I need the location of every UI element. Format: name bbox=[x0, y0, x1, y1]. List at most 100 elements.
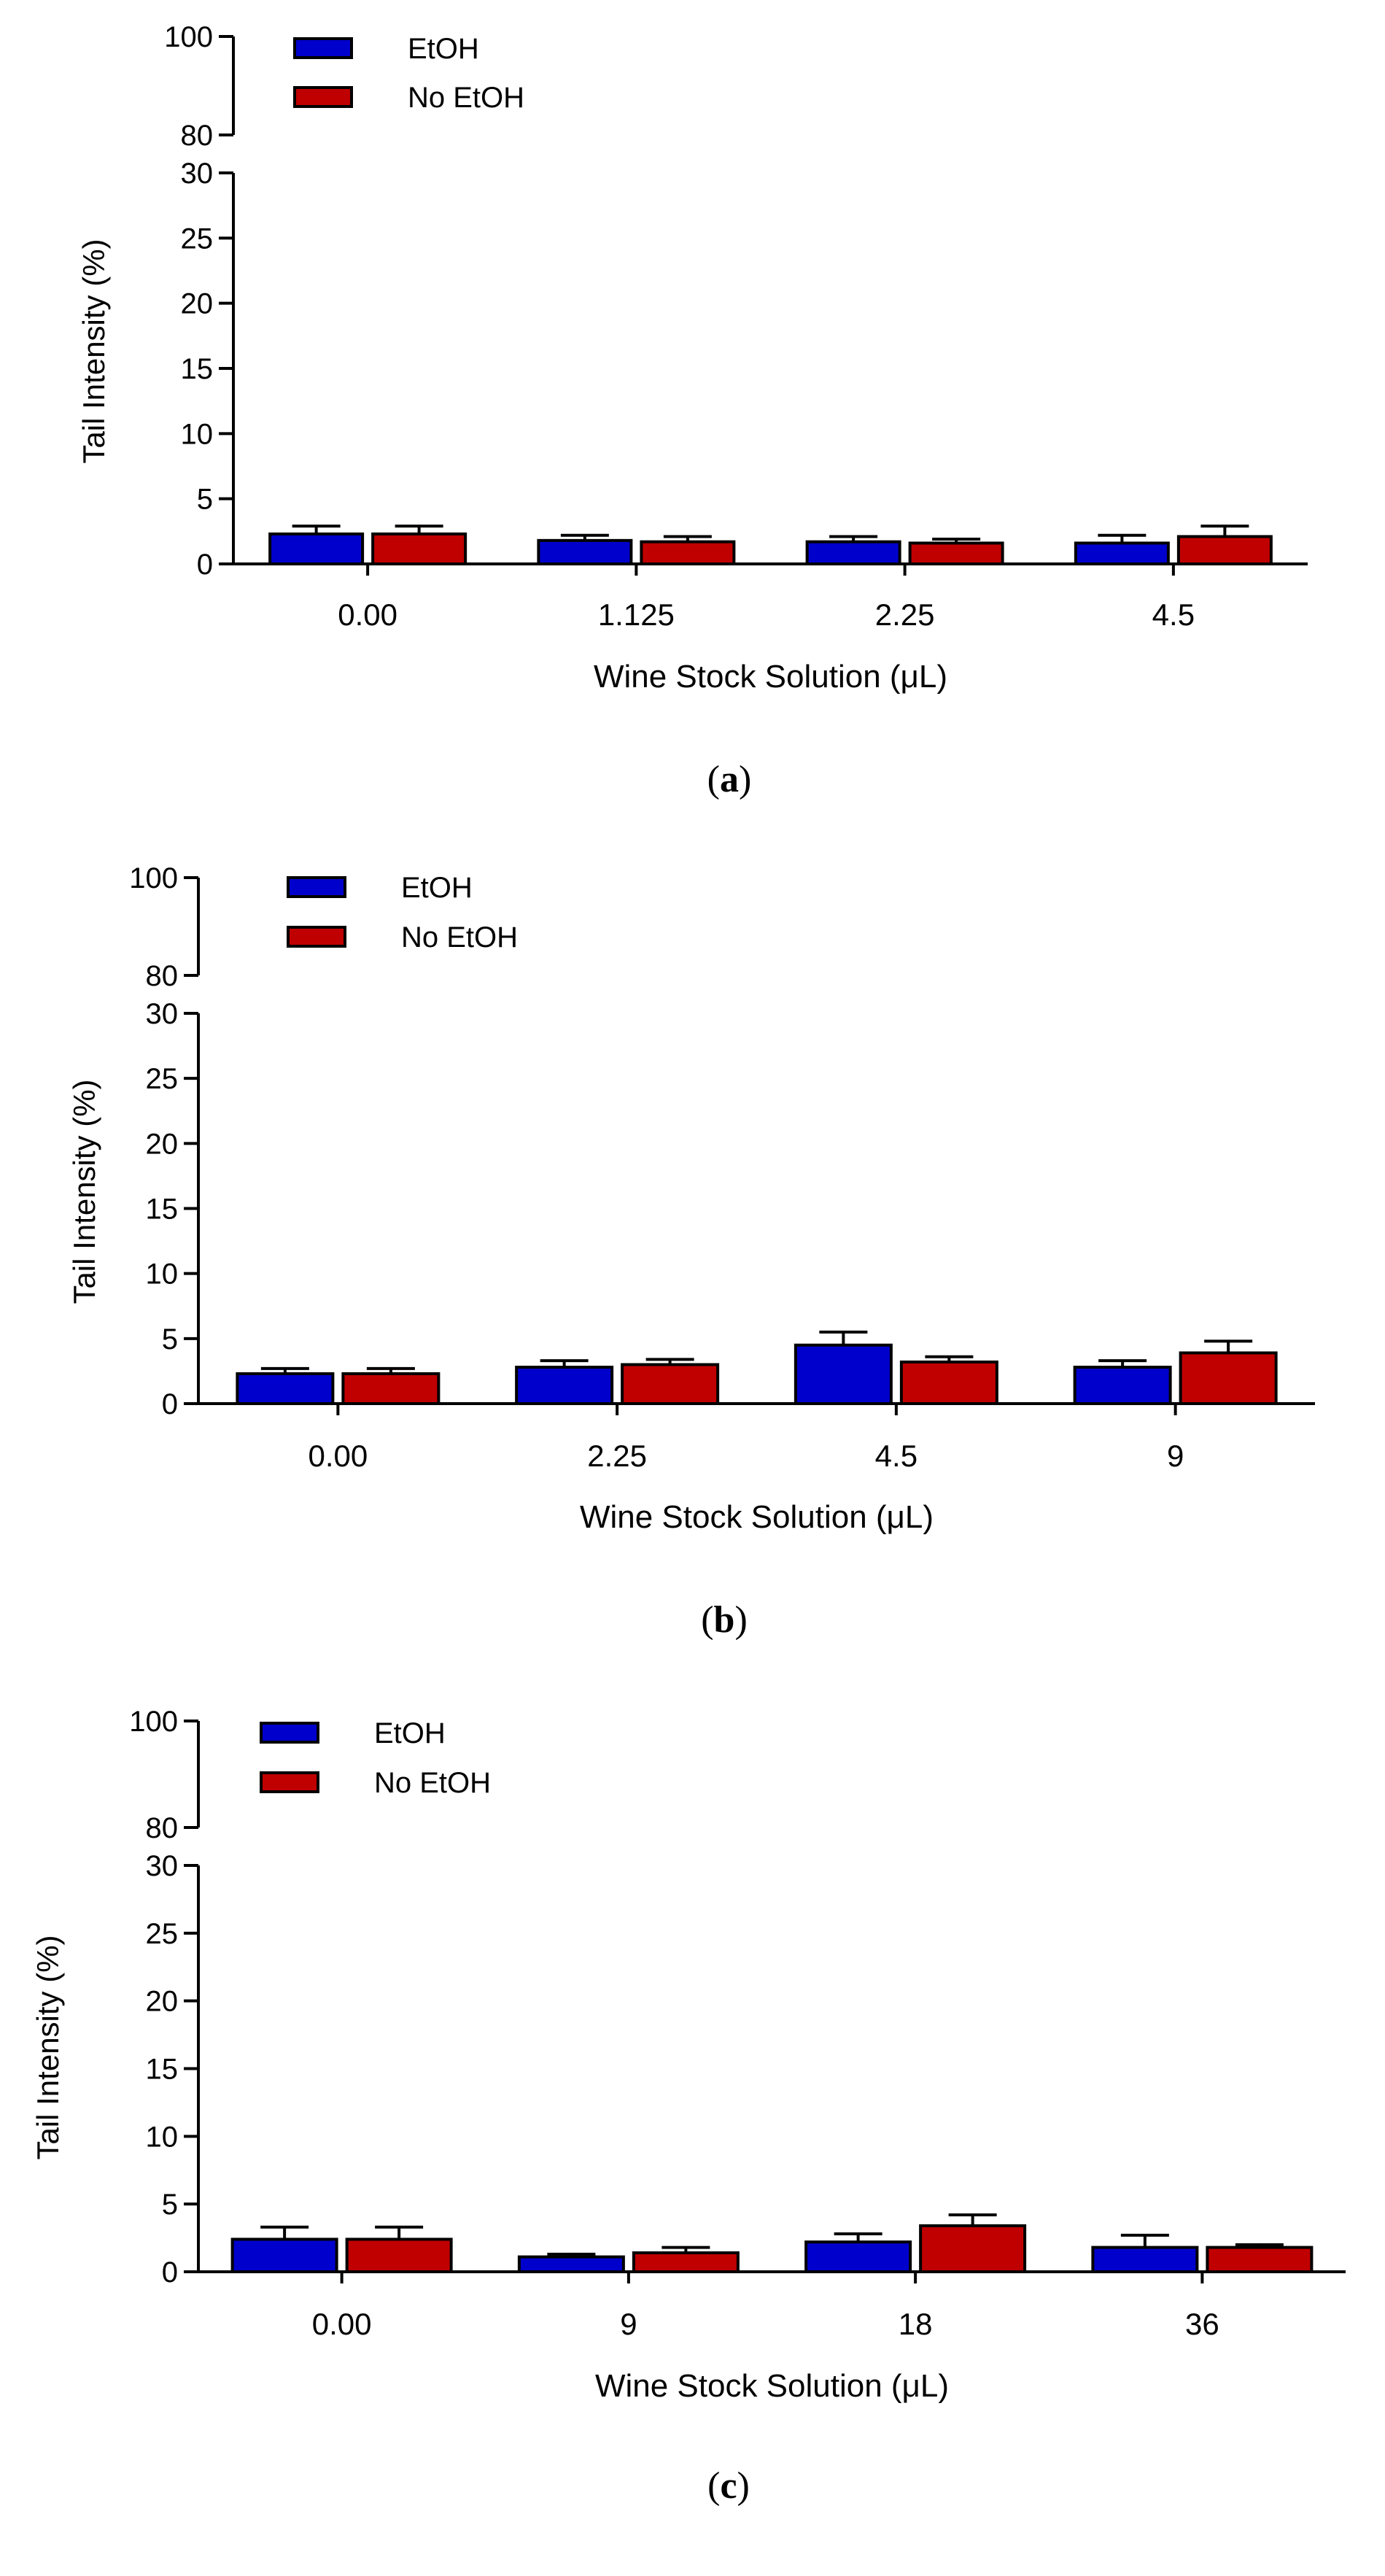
panel-label: (b) bbox=[701, 1599, 748, 1641]
legend-label: No EtOH bbox=[401, 921, 518, 954]
bar-etoh bbox=[236, 1372, 335, 1405]
bar-no-etoh bbox=[345, 2237, 453, 2273]
legend-swatch bbox=[287, 876, 346, 898]
x-tick-label: 36 bbox=[1185, 2307, 1219, 2341]
legend: EtOH No EtOH bbox=[293, 33, 524, 114]
y-tick-label: 20 bbox=[181, 288, 214, 320]
y-tick-label: 10 bbox=[181, 418, 214, 450]
y-tick-label: 5 bbox=[162, 2189, 178, 2221]
bar-no-etoh bbox=[1176, 535, 1273, 565]
x-tick-label: 9 bbox=[1167, 1439, 1184, 1473]
panel-label-letter: a bbox=[720, 759, 739, 800]
bar-no-etoh bbox=[621, 1363, 720, 1405]
y-tick-label: 20 bbox=[146, 1986, 179, 2018]
y-tick-label: 80 bbox=[181, 120, 214, 152]
y-tick-label: 100 bbox=[164, 21, 213, 53]
chart-panel-a: 0 5 10 15 20 25 30 80 100 Tail Intensity (%) 0.00 1… bbox=[77, 21, 1308, 800]
x-tick-label: 0.00 bbox=[312, 2307, 372, 2341]
legend-label: No EtOH bbox=[408, 82, 524, 114]
legend-swatch bbox=[293, 37, 353, 59]
bar-etoh bbox=[804, 2240, 912, 2273]
chart-panel-b: 0 5 10 15 20 25 30 80 100 Tail Intensity (%) 0.00 2… bbox=[67, 862, 1315, 1641]
y-tick-label: 25 bbox=[146, 1063, 179, 1095]
y-axis-title: Tail Intensity (%) bbox=[77, 239, 111, 463]
panel-label-paren: ) bbox=[739, 759, 751, 800]
y-tick-label: 15 bbox=[146, 1194, 179, 1226]
bar-no-etoh bbox=[632, 2251, 740, 2273]
bar-etoh bbox=[1091, 2246, 1199, 2274]
y-tick-label: 30 bbox=[146, 998, 179, 1030]
bar-etoh bbox=[1073, 1366, 1172, 1405]
y-tick-label: 5 bbox=[197, 484, 213, 516]
y-tick-label: 25 bbox=[146, 1918, 179, 1950]
y-tick-label: 0 bbox=[197, 549, 213, 581]
panel-label: (a) bbox=[707, 759, 752, 800]
y-tick-label: 10 bbox=[146, 1258, 179, 1291]
bar-etoh bbox=[517, 2255, 625, 2273]
x-tick-label: 2.25 bbox=[875, 597, 935, 632]
y-tick-label: 100 bbox=[129, 1706, 178, 1738]
bar-no-etoh bbox=[1179, 1351, 1278, 1405]
x-tick-label: 4.5 bbox=[1152, 597, 1195, 632]
legend-swatch bbox=[260, 1722, 319, 1744]
bar-no-etoh bbox=[341, 1372, 441, 1405]
bar-no-etoh bbox=[919, 2224, 1027, 2273]
panel-label: (c) bbox=[707, 2465, 750, 2507]
bar-etoh bbox=[537, 538, 633, 566]
x-tick-label: 18 bbox=[899, 2307, 933, 2341]
y-tick-label: 0 bbox=[162, 2256, 178, 2289]
legend-swatch bbox=[260, 1771, 319, 1793]
y-axis-title: Tail Intensity (%) bbox=[31, 1935, 65, 2159]
bar-etoh bbox=[1074, 541, 1170, 565]
bar-etoh bbox=[805, 540, 901, 565]
legend: EtOH No EtOH bbox=[287, 872, 518, 954]
panel-label-paren: ( bbox=[707, 2465, 720, 2507]
panel-label-letter: c bbox=[720, 2465, 737, 2507]
x-axis-title: Wine Stock Solution (μL) bbox=[580, 1499, 934, 1535]
bar-no-etoh bbox=[1206, 2246, 1314, 2274]
panel-label-paren: ( bbox=[701, 1599, 713, 1641]
legend-label: EtOH bbox=[401, 872, 473, 904]
bar-no-etoh bbox=[640, 540, 736, 565]
y-tick-label: 15 bbox=[146, 2054, 179, 2086]
x-axis-title: Wine Stock Solution (μL) bbox=[595, 2368, 949, 2404]
bar-etoh bbox=[230, 2237, 338, 2273]
panel-label-paren: ) bbox=[734, 1599, 747, 1641]
bar-no-etoh bbox=[908, 541, 1004, 565]
x-tick-label: 4.5 bbox=[875, 1439, 917, 1473]
y-tick-label: 5 bbox=[162, 1323, 178, 1355]
y-tick-label: 15 bbox=[181, 353, 214, 385]
legend-label: EtOH bbox=[408, 33, 479, 65]
y-tick-label: 30 bbox=[181, 158, 214, 190]
panel-label-paren: ( bbox=[707, 759, 720, 800]
x-tick-label: 0.00 bbox=[309, 1439, 368, 1473]
y-tick-label: 25 bbox=[181, 223, 214, 255]
legend-label: EtOH bbox=[374, 1717, 446, 1749]
bar-no-etoh bbox=[899, 1360, 998, 1406]
y-tick-label: 100 bbox=[129, 862, 178, 894]
panel-label-letter: b bbox=[714, 1599, 735, 1641]
chart-panel-c: 0 5 10 15 20 25 30 80 100 Tail Intensity (%) 0.00 9… bbox=[31, 1706, 1346, 2507]
y-tick-label: 30 bbox=[146, 1850, 179, 1882]
y-tick-label: 80 bbox=[146, 960, 179, 992]
panel-label-paren: ) bbox=[737, 2465, 750, 2507]
legend-label: No EtOH bbox=[374, 1767, 491, 1799]
x-axis-title: Wine Stock Solution (μL) bbox=[594, 659, 947, 695]
bar-no-etoh bbox=[371, 532, 468, 566]
y-tick-label: 10 bbox=[146, 2121, 179, 2153]
bar-etoh bbox=[268, 532, 365, 566]
x-tick-label: 0.00 bbox=[338, 597, 397, 632]
bar-etoh bbox=[515, 1366, 614, 1405]
y-tick-label: 20 bbox=[146, 1128, 179, 1160]
legend: EtOH No EtOH bbox=[260, 1717, 491, 1799]
x-tick-label: 1.125 bbox=[598, 597, 675, 632]
legend-swatch bbox=[293, 86, 353, 108]
y-tick-label: 0 bbox=[162, 1388, 178, 1420]
y-axis-title: Tail Intensity (%) bbox=[67, 1079, 101, 1304]
legend-swatch bbox=[287, 926, 346, 948]
x-tick-label: 9 bbox=[620, 2307, 637, 2341]
x-tick-label: 2.25 bbox=[587, 1439, 647, 1473]
bar-etoh bbox=[794, 1343, 893, 1405]
y-tick-label: 80 bbox=[146, 1812, 179, 1844]
